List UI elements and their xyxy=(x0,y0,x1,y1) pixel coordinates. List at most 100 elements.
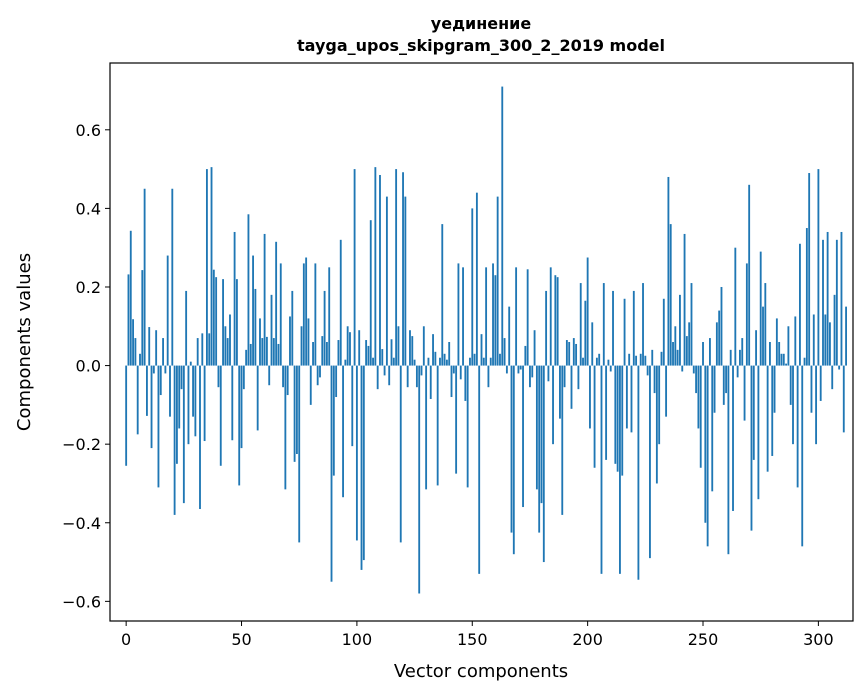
bar-34 xyxy=(203,365,206,442)
bar-139 xyxy=(445,359,448,366)
bar-255 xyxy=(713,365,716,413)
bar-203 xyxy=(593,365,596,468)
bar-293 xyxy=(801,365,804,547)
bar-131 xyxy=(427,357,430,366)
bar-57 xyxy=(256,365,259,431)
bar-192 xyxy=(568,342,571,366)
bar-2 xyxy=(129,230,132,366)
bar-178 xyxy=(535,365,538,490)
bar-222 xyxy=(637,365,640,580)
bar-18 xyxy=(166,255,169,366)
bar-194 xyxy=(572,338,575,366)
bar-0 xyxy=(125,365,128,466)
bar-161 xyxy=(496,196,499,366)
bar-282 xyxy=(775,318,778,366)
bar-56 xyxy=(254,288,257,366)
bar-223 xyxy=(639,353,642,366)
bar-276 xyxy=(762,306,764,366)
bar-209 xyxy=(607,359,610,366)
bar-241 xyxy=(681,365,684,372)
bar-218 xyxy=(628,353,631,366)
bar-15 xyxy=(159,365,162,396)
bar-233 xyxy=(662,298,665,366)
bar-249 xyxy=(699,365,702,468)
bar-278 xyxy=(766,365,769,472)
bar-270 xyxy=(748,184,751,366)
bar-97 xyxy=(349,332,351,366)
bar-302 xyxy=(822,239,824,366)
bar-232 xyxy=(660,351,663,366)
bar-174 xyxy=(526,269,529,366)
bar-189 xyxy=(561,365,564,515)
bar-74 xyxy=(295,365,298,454)
bar-285 xyxy=(782,353,785,366)
bar-27 xyxy=(187,365,190,445)
bar-177 xyxy=(533,330,536,366)
bar-169 xyxy=(515,267,518,366)
bar-32 xyxy=(199,365,201,510)
bar-60 xyxy=(263,233,266,366)
bar-198 xyxy=(582,357,584,366)
bar-68 xyxy=(282,365,284,388)
bar-167 xyxy=(510,365,513,533)
bar-224 xyxy=(642,283,644,366)
bar-267 xyxy=(741,338,744,366)
chart-subtitle: tayga_upos_skipgram_300_2_2019 model xyxy=(297,36,665,55)
bar-303 xyxy=(824,314,827,366)
bar-148 xyxy=(466,365,469,488)
bar-308 xyxy=(835,239,838,366)
bar-142 xyxy=(452,365,455,374)
bar-225 xyxy=(644,355,647,366)
bar-67 xyxy=(279,263,282,366)
chart-title: уединение xyxy=(431,14,532,33)
bar-284 xyxy=(780,353,783,366)
bar-226 xyxy=(646,365,649,376)
bar-89 xyxy=(330,365,333,582)
bar-159 xyxy=(492,263,494,366)
bar-300 xyxy=(817,169,820,366)
bar-166 xyxy=(508,306,511,366)
bar-214 xyxy=(619,365,621,574)
bar-124 xyxy=(411,336,414,366)
bar-216 xyxy=(623,298,626,366)
bar-173 xyxy=(524,345,527,366)
y-tick-label: 0.2 xyxy=(76,278,101,297)
bar-58 xyxy=(259,318,261,366)
bar-165 xyxy=(505,365,508,374)
y-tick-label: −0.6 xyxy=(62,592,101,611)
bar-113 xyxy=(385,196,388,366)
bar-26 xyxy=(185,290,188,366)
y-tick-label: −0.4 xyxy=(62,514,101,533)
bar-260 xyxy=(725,365,728,394)
bar-301 xyxy=(819,365,822,401)
bar-256 xyxy=(715,322,718,366)
bar-19 xyxy=(169,365,171,417)
bar-12 xyxy=(152,365,155,374)
bar-103 xyxy=(362,365,365,561)
bar-76 xyxy=(300,326,303,366)
bar-206 xyxy=(600,365,603,574)
bar-188 xyxy=(559,365,561,419)
bar-121 xyxy=(404,196,407,366)
bar-257 xyxy=(718,310,721,366)
bar-170 xyxy=(517,365,520,374)
bar-160 xyxy=(494,275,497,366)
bar-110 xyxy=(379,174,381,366)
bar-70 xyxy=(286,365,289,396)
bar-114 xyxy=(388,365,391,386)
bar-24 xyxy=(180,365,183,390)
bar-75 xyxy=(298,365,301,543)
bar-259 xyxy=(722,365,725,405)
bar-109 xyxy=(376,365,379,390)
bar-4 xyxy=(134,338,137,366)
bar-10 xyxy=(148,327,151,366)
bar-85 xyxy=(321,336,324,366)
bar-211 xyxy=(612,290,614,366)
bar-90 xyxy=(332,365,335,476)
bar-83 xyxy=(316,365,319,386)
bar-125 xyxy=(413,359,416,366)
bar-229 xyxy=(653,365,656,394)
bar-136 xyxy=(439,357,441,366)
bar-112 xyxy=(383,365,386,376)
bar-240 xyxy=(679,294,681,366)
